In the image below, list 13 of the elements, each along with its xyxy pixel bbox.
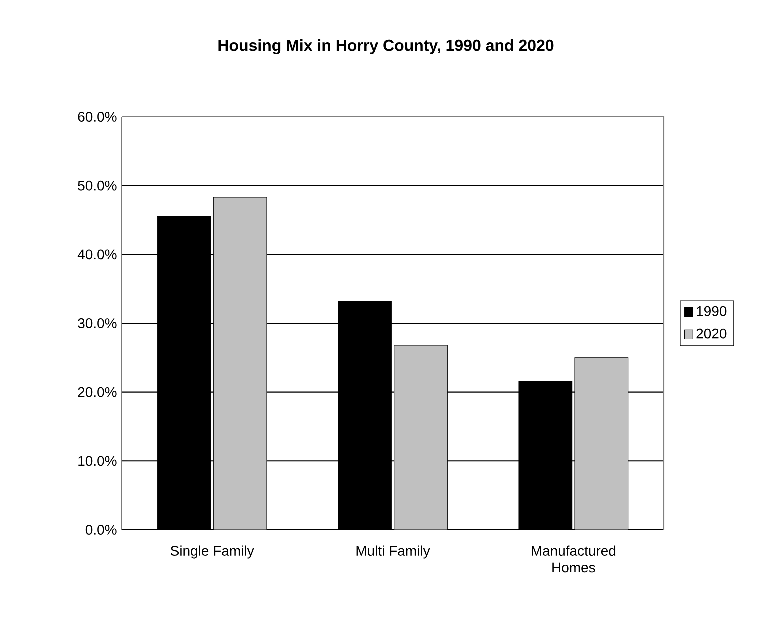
y-tick-label: 20.0%	[78, 387, 117, 398]
y-tick-label: 30.0%	[78, 318, 117, 328]
y-tick-label: 0.0%	[86, 525, 117, 535]
x-tick-label: Multi Family	[356, 546, 430, 559]
y-tick-label: 50.0%	[78, 180, 117, 191]
y-tick-label: 60.0%	[78, 112, 117, 122]
y-tick-label: 40.0%	[78, 250, 117, 260]
y-tick-label: 10.0%	[78, 456, 117, 466]
legend-label: 2020	[696, 328, 727, 339]
x-tick-label: Manufactured Homes	[532, 546, 616, 573]
legend-label: 1990	[697, 306, 727, 316]
chart-title: Housing Mix in Horry County, 1990 and 2020	[218, 40, 554, 54]
x-tick-label: Single Family	[170, 546, 254, 559]
